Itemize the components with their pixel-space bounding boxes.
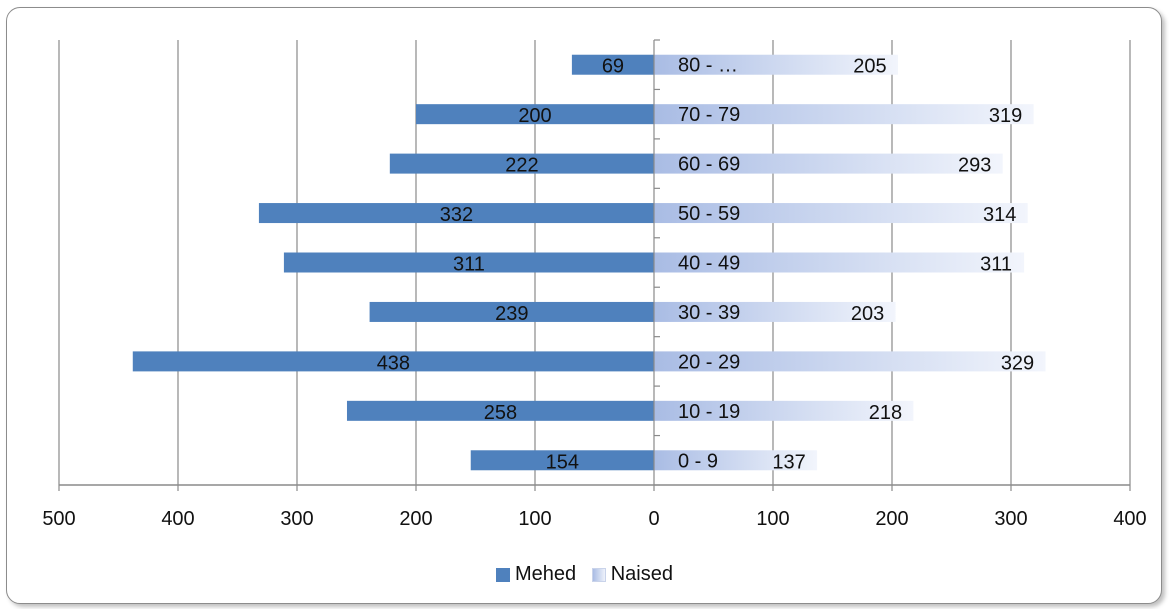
category-label: 0 - 9 [678, 450, 718, 472]
x-tick-label: 300 [994, 508, 1027, 530]
bar-mehed [132, 351, 654, 372]
data-label-naised: 137 [772, 451, 805, 473]
bar-naised [654, 301, 896, 322]
category-label: 20 - 29 [678, 351, 740, 373]
legend-item-mehed: Mehed [496, 563, 576, 586]
x-tick-label: 400 [1113, 508, 1146, 530]
data-label-mehed: 69 [602, 56, 624, 78]
bar-naised [654, 400, 914, 421]
x-tick-label: 500 [42, 508, 75, 530]
data-label-naised: 293 [958, 155, 991, 177]
axes: 500 400 300 200 100 0 100 200 300 400 [42, 39, 1147, 530]
x-tick-label: 300 [280, 508, 313, 530]
data-label-naised: 203 [851, 303, 884, 325]
data-label-naised: 329 [1001, 352, 1034, 374]
bar-naised [654, 54, 898, 75]
bars [132, 54, 1046, 471]
category-label: 70 - 79 [678, 104, 740, 126]
bar-mehed [416, 104, 654, 125]
data-label-naised: 319 [989, 105, 1022, 127]
category-label: 30 - 39 [678, 302, 740, 324]
legend-label-mehed: Mehed [515, 563, 577, 585]
category-label: 50 - 59 [678, 203, 740, 225]
data-label-mehed: 239 [495, 303, 528, 325]
bar-naised [654, 153, 1003, 174]
legend-swatch-naised [591, 567, 606, 582]
category-label: 40 - 49 [678, 253, 740, 275]
data-label-mehed: 438 [377, 352, 410, 374]
bar-naised [654, 252, 1025, 273]
x-tick-label: 100 [518, 508, 551, 530]
x-tick-label: 0 [648, 508, 659, 530]
labels: 154 137 0 - 9 258 218 10 - 19 438 329 20 - 29 239… [377, 55, 1034, 474]
bar-mehed [571, 54, 654, 75]
data-label-naised: 218 [869, 402, 902, 424]
bar-mehed [470, 450, 654, 471]
data-label-naised: 314 [983, 204, 1016, 226]
bar-mehed [346, 400, 654, 421]
legend: Mehed Naised [0, 563, 1169, 588]
legend-label-naised: Naised [610, 563, 673, 585]
data-label-mehed: 154 [546, 451, 579, 473]
bar-mehed [389, 153, 654, 174]
category-label: 80 - … [678, 55, 738, 77]
bar-mehed [283, 252, 654, 273]
bar-naised [654, 104, 1034, 125]
x-tick-label: 200 [399, 508, 432, 530]
bar-naised [654, 450, 818, 471]
legend-item-naised: Naised [591, 563, 673, 586]
bar-mehed [369, 301, 654, 322]
data-label-mehed: 222 [505, 155, 538, 177]
data-label-mehed: 200 [518, 105, 551, 127]
data-label-naised: 311 [980, 254, 1012, 276]
category-label: 10 - 19 [678, 401, 740, 423]
bar-mehed [258, 203, 654, 224]
data-label-mehed: 311 [453, 254, 485, 276]
bar-naised [654, 203, 1028, 224]
data-label-naised: 205 [853, 56, 886, 78]
data-label-mehed: 258 [484, 402, 517, 424]
x-tick-label: 200 [875, 508, 908, 530]
legend-swatch-mehed [496, 567, 510, 582]
data-label-mehed: 332 [440, 204, 473, 226]
x-tick-label: 400 [161, 508, 194, 530]
bar-naised [654, 351, 1046, 372]
category-label: 60 - 69 [678, 154, 740, 176]
x-tick-label: 100 [756, 508, 789, 530]
